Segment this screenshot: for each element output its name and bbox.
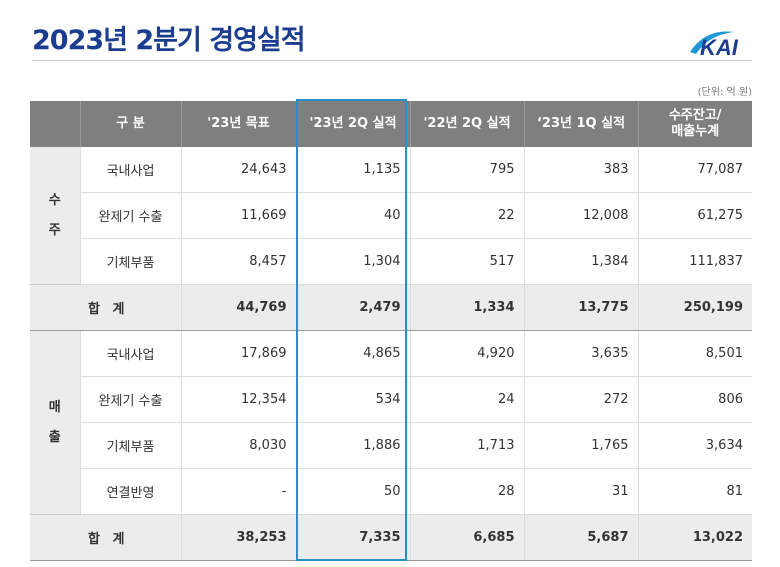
cell-value: 1,713 (409, 422, 524, 469)
section-category-sales: 매 출 (30, 330, 80, 515)
cell-value: 383 (523, 147, 638, 193)
header-23-1q-actual: ‘23년 1Q 실적 (523, 101, 638, 147)
cell-value: 50 (295, 468, 410, 515)
cell-value: 24 (409, 376, 524, 423)
table-row: 기체부품 8,457 1,304 517 1,384 111,837 (30, 238, 752, 285)
cell-value: 111,837 (637, 238, 752, 285)
performance-table: 구 분 '23년 목표 '23년 2Q 실적 '22년 2Q 실적 ‘23년 1… (30, 101, 752, 561)
header-23-2q-actual: '23년 2Q 실적 (295, 101, 410, 147)
table-row: 매 출 국내사업 17,869 4,865 4,920 3,635 8,501 (30, 330, 752, 515)
cell-value: 806 (637, 376, 752, 423)
cell-value: 795 (409, 147, 524, 193)
cell-value: 31 (523, 468, 638, 515)
total-value: 1,334 (409, 284, 524, 331)
header-blank (30, 101, 80, 147)
total-value: 13,022 (637, 514, 752, 561)
total-row: 합 계 38,253 7,335 6,685 5,687 13,022 (30, 514, 752, 561)
cell-value: 534 (295, 376, 410, 423)
cell-value: 1,886 (295, 422, 410, 469)
cell-value: 4,865 (295, 330, 410, 377)
cell-value: 4,920 (409, 330, 524, 377)
section-category-orders: 수 주 (30, 147, 80, 285)
row-label: 완제기 수출 (79, 376, 181, 423)
cell-value: 81 (637, 468, 752, 515)
row-label: 연결반영 (79, 468, 181, 515)
title-divider (32, 60, 752, 61)
table-row: 완제기 수출 11,669 40 22 12,008 61,275 (30, 192, 752, 239)
total-value: 38,253 (180, 514, 296, 561)
page-title: 2023년 2분기 경영실적 (32, 25, 306, 56)
header-backlog-cumulative: 수주잔고/ 매출누계 (637, 101, 752, 147)
table-row: 수 주 국내사업 24,643 1,135 795 383 77,087 (30, 147, 752, 285)
cell-value: 22 (409, 192, 524, 239)
total-value: 44,769 (180, 284, 296, 331)
cell-value: 8,501 (637, 330, 752, 377)
cell-value: 61,275 (637, 192, 752, 239)
cell-value: 12,008 (523, 192, 638, 239)
total-label: 합 계 (30, 284, 181, 331)
total-value: 7,335 (295, 514, 410, 561)
cell-value: 1,384 (523, 238, 638, 285)
cell-value: 8,030 (180, 422, 296, 469)
cell-value: 1,304 (295, 238, 410, 285)
cell-value: - (180, 468, 296, 515)
cell-value: 272 (523, 376, 638, 423)
row-label: 완제기 수출 (79, 192, 181, 239)
row-label: 기체부품 (79, 422, 181, 469)
header-23-target: '23년 목표 (180, 101, 296, 147)
table-row: 연결반영 - 50 28 31 81 (30, 468, 752, 515)
total-label: 합 계 (30, 514, 181, 561)
header-category: 구 분 (79, 101, 181, 147)
cell-value: 12,354 (180, 376, 296, 423)
table-row: 완제기 수출 12,354 534 24 272 806 (30, 376, 752, 423)
cell-value: 77,087 (637, 147, 752, 193)
table-row: 기체부품 8,030 1,886 1,713 1,765 3,634 (30, 422, 752, 469)
logo-text: KAI (700, 35, 739, 60)
total-row: 합 계 44,769 2,479 1,334 13,775 250,199 (30, 284, 752, 331)
table-header-row: 구 분 '23년 목표 '23년 2Q 실적 '22년 2Q 실적 ‘23년 1… (30, 101, 752, 147)
cell-value: 8,457 (180, 238, 296, 285)
total-value: 2,479 (295, 284, 410, 331)
kai-logo: KAI (690, 31, 739, 60)
total-value: 250,199 (637, 284, 752, 331)
row-label: 국내사업 (79, 147, 181, 193)
row-label: 국내사업 (79, 330, 181, 377)
unit-note: (단위: 억 원) (697, 87, 752, 98)
total-value: 5,687 (523, 514, 638, 561)
header-22-2q-actual: '22년 2Q 실적 (409, 101, 524, 147)
cell-value: 1,765 (523, 422, 638, 469)
cell-value: 24,643 (180, 147, 296, 193)
total-value: 6,685 (409, 514, 524, 561)
cell-value: 517 (409, 238, 524, 285)
cell-value: 3,635 (523, 330, 638, 377)
cell-value: 40 (295, 192, 410, 239)
cell-value: 28 (409, 468, 524, 515)
total-value: 13,775 (523, 284, 638, 331)
cell-value: 1,135 (295, 147, 410, 193)
row-label: 기체부품 (79, 238, 181, 285)
cell-value: 11,669 (180, 192, 296, 239)
cell-value: 17,869 (180, 330, 296, 377)
cell-value: 3,634 (637, 422, 752, 469)
